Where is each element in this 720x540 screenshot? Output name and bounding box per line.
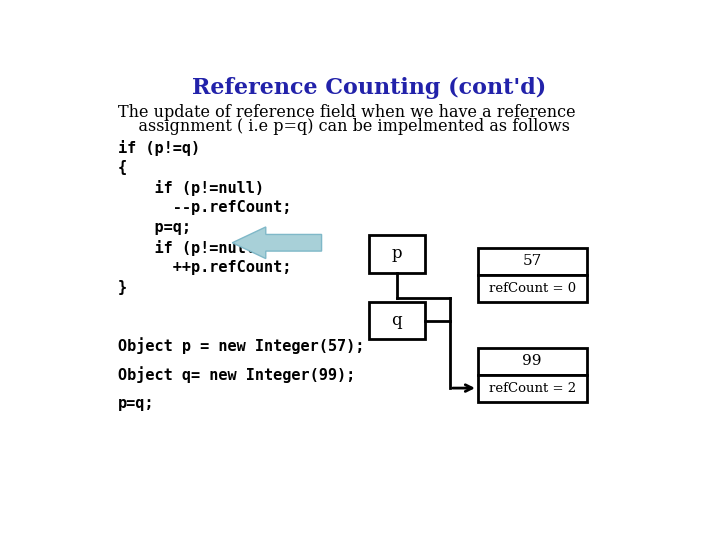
Bar <box>478 375 587 402</box>
Text: if (p!=null): if (p!=null) <box>118 180 264 196</box>
Text: 99: 99 <box>523 354 542 368</box>
Text: Object p = new Integer(57);: Object p = new Integer(57); <box>118 337 364 354</box>
Text: Object q= new Integer(99);: Object q= new Integer(99); <box>118 366 355 383</box>
Text: ++p.refCount;: ++p.refCount; <box>118 260 292 275</box>
Text: 57: 57 <box>523 254 542 268</box>
Text: assignment ( i.e p=q) can be impelmented as follows: assignment ( i.e p=q) can be impelmented… <box>118 118 570 135</box>
Text: --p.refCount;: --p.refCount; <box>118 200 292 215</box>
Text: }: } <box>118 280 127 295</box>
Text: p=q;: p=q; <box>118 220 191 235</box>
Text: q: q <box>392 312 402 329</box>
Text: refCount = 0: refCount = 0 <box>489 282 576 295</box>
Text: if (p!=null): if (p!=null) <box>118 240 264 256</box>
Text: refCount = 2: refCount = 2 <box>489 382 576 395</box>
Polygon shape <box>233 227 322 259</box>
Bar <box>369 235 425 273</box>
Text: p=q;: p=q; <box>118 396 154 411</box>
Bar <box>478 275 587 302</box>
Bar <box>478 348 587 375</box>
Text: {: { <box>118 160 127 176</box>
Text: if (p!=q): if (p!=q) <box>118 140 200 156</box>
Text: The update of reference field when we have a reference: The update of reference field when we ha… <box>118 104 575 121</box>
Text: p: p <box>392 246 402 262</box>
Text: Reference Counting (cont'd): Reference Counting (cont'd) <box>192 77 546 99</box>
Bar <box>478 248 587 275</box>
Bar <box>369 302 425 339</box>
